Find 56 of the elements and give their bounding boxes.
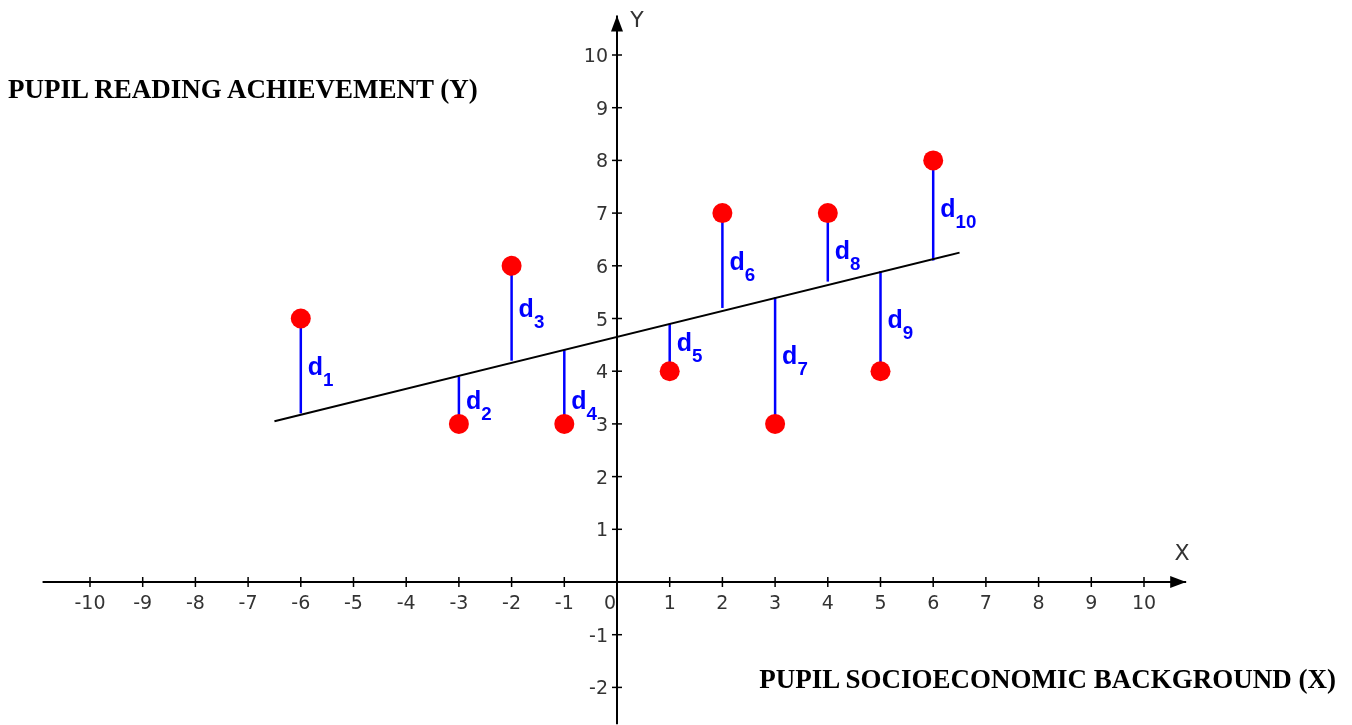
point [712,203,733,224]
y-tick-label: -1 [589,623,608,646]
x-tick-label: 2 [716,591,729,613]
annotation: d$_{8}$ [834,235,861,274]
annotation: d$_{6}$ [729,246,756,285]
y-tick-label: 9 [595,96,608,119]
annotation: Y [629,7,645,33]
annotation: d$_{1}$ [307,351,334,390]
y-tick-label: 10 [583,44,608,66]
x-tick-label: -8 [185,591,205,613]
y-tick-label: 8 [595,149,608,172]
x-tick-label: -1 [554,591,574,613]
y-tick-label: -2 [589,676,608,699]
point [870,361,891,382]
x-tick-label: 6 [927,591,940,613]
y-tick-label: 5 [595,307,608,330]
x-tick-label: 9 [1085,591,1098,613]
point [448,413,469,434]
y-tick-label: 2 [595,465,608,488]
annotation: d$_{3}$ [518,293,545,332]
x-tick-label: 7 [979,591,992,613]
x-tick-label: 5 [874,591,887,613]
point [659,361,680,382]
point [817,203,838,224]
point [290,308,311,329]
annotation: d$_{10}$ [940,193,977,232]
annotation: d$_{9}$ [887,304,914,342]
y-tick-label: 7 [595,202,608,225]
point [765,413,786,434]
x-tick-label: -5 [344,591,363,613]
x-tick-label: 1 [663,591,676,613]
x-tick-label: 8 [1032,591,1045,613]
y-tick-label: 4 [595,360,608,383]
x-tick-label: -10 [74,591,106,613]
x-tick-label: 0 [603,591,617,613]
point [501,255,522,276]
x-tick-label: 10 [1131,591,1157,613]
annotation: X [1174,540,1190,565]
x-tick-label: 3 [769,591,782,613]
y-axis-title: PUPIL READING ACHIEVEMENT (Y) [8,74,478,104]
point [923,150,944,171]
x-tick-label: 4 [821,591,834,613]
x-tick-label: -9 [133,591,153,613]
y-tick-label: 6 [595,254,608,277]
y-tick-label: 1 [595,518,608,541]
annotation: d$_{2}$ [465,386,492,424]
annotation: d$_{7}$ [782,341,808,379]
x-tick-label: -3 [449,591,469,613]
x-tick-label: -2 [502,591,522,613]
x-axis-title: PUPIL SOCIOECONOMIC BACKGROUND (X) [759,664,1336,694]
point [554,413,575,434]
x-tick-label: -6 [291,591,311,613]
x-tick-label: -4 [396,591,416,613]
x-tick-label: -7 [238,591,258,613]
annotation: d$_{5}$ [676,328,703,366]
annotation: d$_{4}$ [571,386,598,424]
